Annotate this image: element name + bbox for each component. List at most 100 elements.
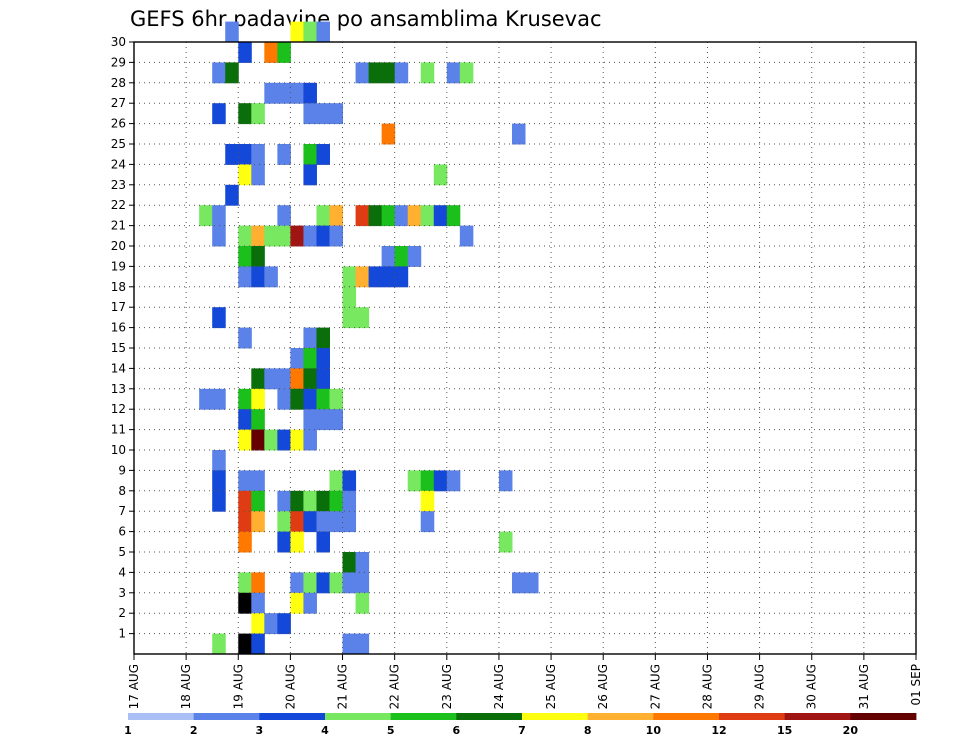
heatmap-cell [264, 266, 278, 288]
legend-color-swatch [456, 713, 523, 720]
chart-title: GEFS 6hr padavine po ansamblima Krusevac [130, 7, 602, 31]
heatmap-cell [212, 450, 226, 471]
heatmap-cell [303, 592, 317, 614]
legend-color-swatch [259, 713, 326, 720]
y-tick-label: 8 [118, 484, 126, 498]
heatmap-cell [303, 348, 317, 369]
heatmap-cell [381, 246, 396, 267]
heatmap-cell [407, 205, 422, 227]
x-tick-label: 18 AUG [179, 664, 193, 709]
heatmap-cell [251, 470, 265, 492]
heatmap-cell [381, 123, 396, 145]
heatmap-cell [303, 21, 317, 43]
y-tick-label: 26 [111, 117, 126, 131]
heatmap-cell [342, 286, 357, 308]
y-tick-label: 24 [111, 157, 126, 171]
legend-color-swatch [193, 713, 260, 720]
heatmap-cell [303, 388, 317, 410]
heatmap-cell [225, 144, 239, 165]
heatmap-cell [329, 409, 344, 431]
heatmap-cell [316, 409, 330, 431]
heatmap-cell [238, 470, 252, 492]
heatmap-cell [368, 205, 383, 227]
heatmap-cell [394, 246, 409, 267]
y-tick-label: 30 [111, 35, 126, 49]
heatmap-cell [394, 62, 409, 84]
legend-color-swatch [850, 713, 917, 720]
heatmap-cell [355, 62, 370, 84]
heatmap-cell [303, 327, 317, 349]
heatmap-cell [212, 633, 226, 655]
legend-label: 8 [584, 724, 592, 737]
legend-color-swatch [653, 713, 720, 720]
heatmap-cell [316, 144, 330, 165]
heatmap-cell [381, 62, 396, 84]
heatmap-cell [277, 490, 291, 512]
legend-label: 5 [387, 724, 395, 737]
heatmap-cell [277, 225, 291, 247]
x-tick-label: 24 AUG [492, 664, 506, 709]
y-tick-label: 10 [111, 443, 126, 457]
heatmap-cell [238, 511, 252, 533]
y-tick-label: 18 [111, 280, 126, 294]
heatmap-cell [290, 368, 304, 390]
heatmap-cell [212, 62, 226, 84]
heatmap-cell [290, 388, 304, 410]
y-tick-label: 19 [111, 259, 126, 273]
colorbar-legend: 1 2 3 4 5 6 7 8 10 12 15 20 [124, 713, 917, 737]
heatmap-cell [238, 225, 252, 247]
heatmap-cell [511, 572, 526, 594]
x-tick-label: 01 SEP [909, 664, 923, 706]
heatmap-cell [212, 103, 226, 125]
y-tick-label: 9 [118, 463, 126, 477]
legend-label: 3 [256, 724, 264, 737]
heatmap-cell [251, 592, 265, 614]
heatmap-cell [316, 368, 330, 390]
heatmap-cell [355, 592, 370, 614]
x-tick-label: 28 AUG [700, 664, 714, 709]
y-tick-label: 5 [118, 545, 126, 559]
heatmap-cell [407, 246, 422, 267]
x-tick-label: 30 AUG [805, 664, 819, 709]
heatmap-cell [316, 388, 330, 410]
heatmap-cell [303, 409, 317, 431]
heatmap-cell [212, 205, 226, 227]
y-tick-label: 12 [111, 402, 126, 416]
heatmap-cell [238, 266, 252, 288]
y-axis: 1234567891011121314151617181920212223242… [111, 35, 134, 641]
heatmap-cell [446, 205, 461, 227]
legend-label: 10 [646, 724, 662, 737]
heatmap-cell [342, 552, 357, 573]
heatmap-cell [277, 388, 291, 410]
heatmap-cell [329, 225, 344, 247]
y-tick-label: 3 [118, 586, 126, 600]
heatmap-cell [303, 225, 317, 247]
heatmap-cell [251, 511, 265, 533]
heatmap-cell [238, 490, 252, 512]
heatmap-cell [433, 164, 448, 186]
heatmap-cell [277, 42, 291, 63]
legend-label: 7 [518, 724, 526, 737]
legend-label: 20 [843, 724, 859, 737]
heatmap-cell [342, 633, 357, 655]
heatmap-cell [498, 531, 513, 553]
heatmap-cell [303, 429, 317, 451]
x-tick-label: 31 AUG [857, 664, 871, 709]
heatmap-cell [342, 572, 357, 594]
heatmap-cell [238, 103, 252, 125]
heatmap-cell [290, 429, 304, 451]
heatmap-cell [290, 82, 304, 104]
x-tick-label: 19 AUG [231, 664, 245, 709]
heatmap-cell [238, 164, 252, 186]
heatmap-cell [525, 572, 539, 594]
heatmap-cell [251, 388, 265, 410]
legend-label: 12 [711, 724, 726, 737]
heatmap-cell [342, 266, 357, 288]
y-tick-label: 13 [111, 382, 126, 396]
heatmap-cell [368, 266, 383, 288]
y-tick-label: 17 [111, 300, 126, 314]
heatmap-cell [264, 613, 278, 635]
heatmap-cell [251, 429, 265, 451]
heatmap-cell [212, 225, 226, 247]
